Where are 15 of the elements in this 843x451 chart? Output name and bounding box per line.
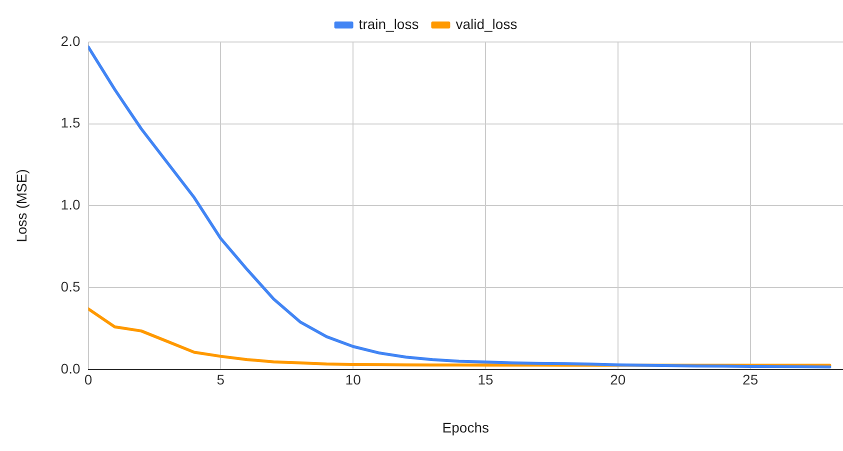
x-tick-label: 25 xyxy=(742,372,758,388)
legend-label: valid_loss xyxy=(456,16,518,32)
x-tick-label: 15 xyxy=(478,372,494,388)
y-tick-label: 0.0 xyxy=(60,360,80,376)
legend-label: train_loss xyxy=(358,16,419,32)
y-tick-label: 2.0 xyxy=(60,32,80,49)
x-tick-label: 5 xyxy=(216,372,225,388)
x-tick-label: 20 xyxy=(610,372,626,388)
y-tick-label: 1.5 xyxy=(60,114,80,131)
x-axis-title: Epochs xyxy=(442,419,489,436)
y-tick-label: 1.0 xyxy=(60,196,80,213)
x-tick-label: 0 xyxy=(84,372,92,388)
y-axis-title: Loss (MSE) xyxy=(13,169,30,242)
y-tick-label: 0.5 xyxy=(60,278,80,294)
x-tick-label: 10 xyxy=(345,372,362,388)
